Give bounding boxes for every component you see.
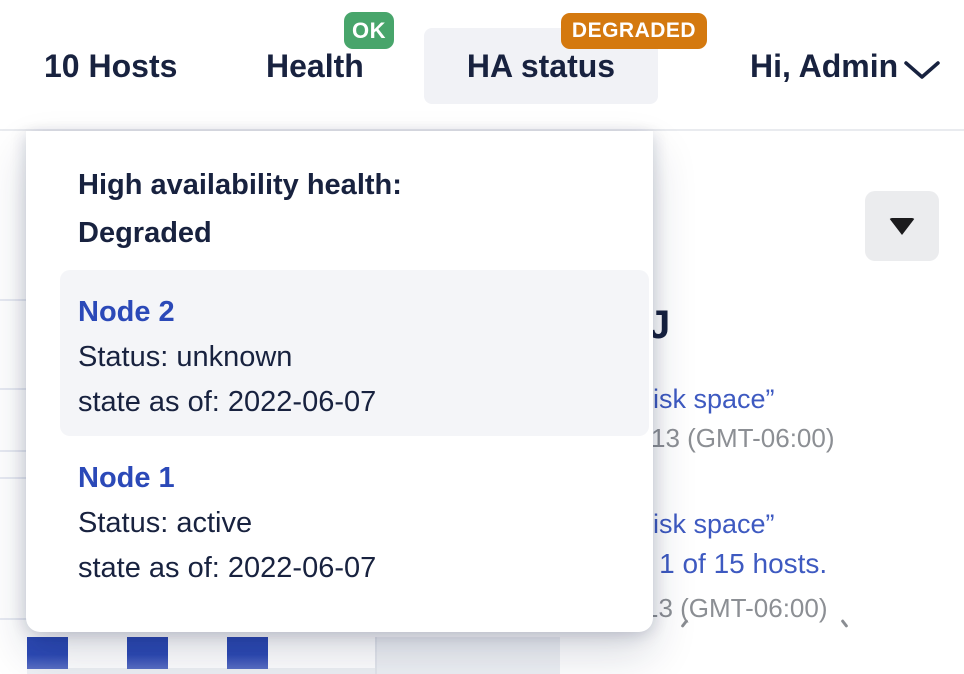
user-menu[interactable]: Hi, Admin bbox=[750, 48, 899, 84]
collapse-panel-button[interactable] bbox=[865, 191, 939, 261]
node-status: Status: active bbox=[78, 507, 253, 539]
node-status: Status: unknown bbox=[78, 341, 293, 373]
nav-ha-status-label: HA status bbox=[466, 47, 616, 84]
alert-detail: r 1 of 15 hosts. bbox=[642, 548, 828, 579]
chart-bar bbox=[127, 637, 168, 669]
chevron-right-fragment bbox=[840, 619, 849, 628]
nav-hosts[interactable]: 10 Hosts bbox=[44, 48, 178, 84]
topbar: 10 Hosts Health OK HA status DEGRADED Hi… bbox=[0, 0, 964, 131]
alerts-heading-fragment: J bbox=[648, 303, 671, 347]
node-state-date: state as of: 2022-06-07 bbox=[78, 552, 377, 584]
health-status-badge: OK bbox=[344, 12, 394, 49]
alert-link[interactable]: isk space” bbox=[653, 509, 775, 539]
alert-timestamp: 13 (GMT-06:00) bbox=[644, 593, 828, 623]
ha-status-badge: DEGRADED bbox=[561, 13, 707, 49]
alert-link[interactable]: isk space” bbox=[653, 384, 775, 414]
panel-divider bbox=[375, 637, 377, 674]
node-link[interactable]: Node 1 bbox=[78, 462, 175, 494]
node-state-date: state as of: 2022-06-07 bbox=[78, 386, 377, 418]
triangle-down-icon bbox=[889, 217, 915, 235]
chevron-down-icon[interactable] bbox=[902, 57, 942, 83]
chart-bar bbox=[27, 637, 68, 669]
chart-bar bbox=[227, 637, 268, 669]
chart-baseline-strip bbox=[27, 668, 655, 674]
popover-title: High availability health: Degraded bbox=[78, 169, 402, 249]
node-entry-highlighted: Node 2 Status: unknown state as of: 2022… bbox=[60, 270, 649, 436]
node-entry: Node 1 Status: active state as of: 2022-… bbox=[78, 456, 376, 591]
ha-status-popover: High availability health: Degraded Node … bbox=[26, 131, 653, 632]
alert-timestamp: 13 (GMT-06:00) bbox=[651, 423, 835, 453]
nav-health[interactable]: Health bbox=[266, 48, 364, 84]
node-link[interactable]: Node 2 bbox=[78, 296, 175, 328]
